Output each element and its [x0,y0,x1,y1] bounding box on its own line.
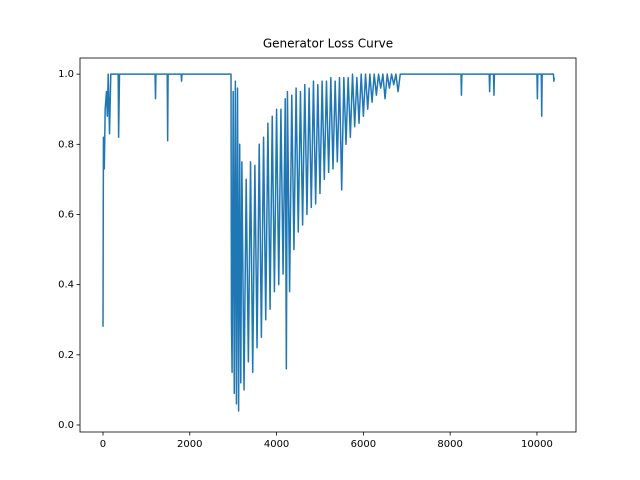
loss-line [102,73,556,412]
chart-title: Generator Loss Curve [263,37,393,51]
y-tick-label: 1.0 [58,69,74,80]
y-tick-label: 0.6 [58,209,74,220]
y-tick-label: 0.0 [58,420,74,431]
x-tick-label: 2000 [177,439,202,450]
y-tick-label: 0.4 [58,280,74,291]
x-tick-label: 0 [100,439,106,450]
x-tick-label: 4000 [264,439,289,450]
x-tick-label: 10000 [521,439,553,450]
y-tick-label: 0.2 [58,350,74,361]
x-tick-label: 8000 [437,439,462,450]
axes-frame [79,57,577,433]
y-tick-label: 0.8 [58,139,74,150]
x-tick-label: 6000 [351,439,376,450]
